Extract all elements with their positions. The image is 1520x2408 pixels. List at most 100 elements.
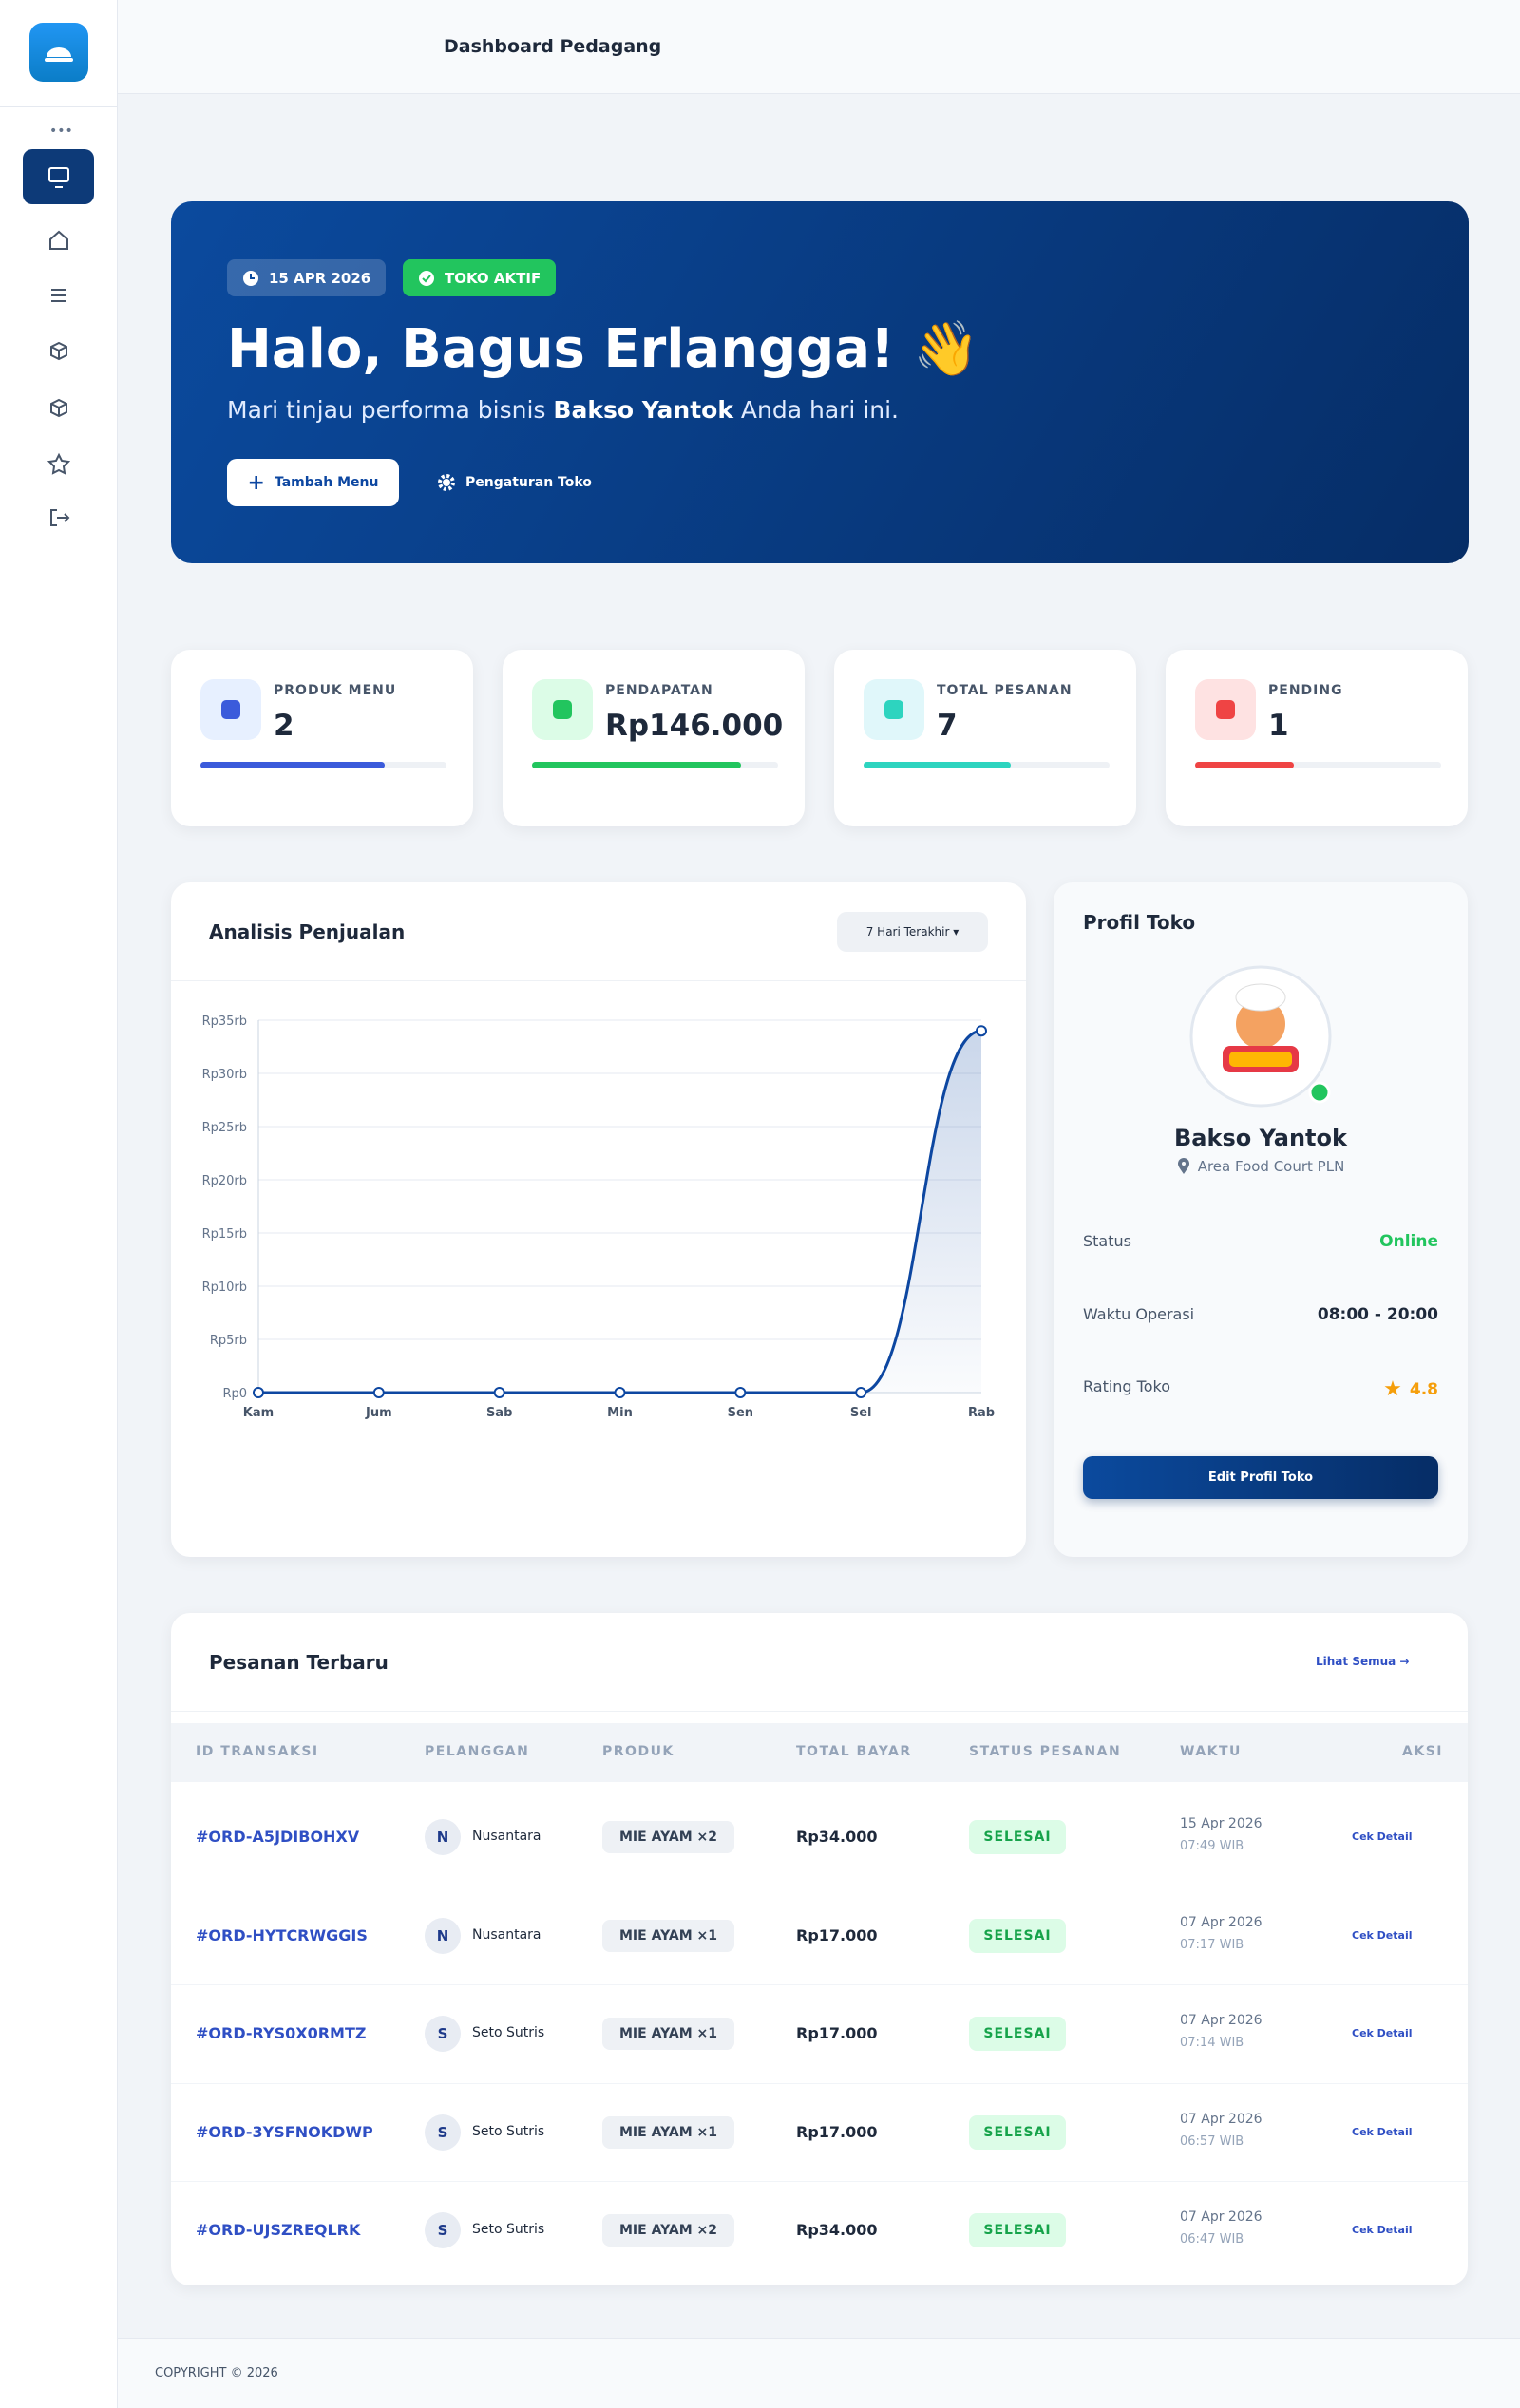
stat-label: PRODUK MENU: [274, 683, 397, 698]
stat-value: 1: [1268, 709, 1289, 743]
status-badge: SELESAI: [969, 2017, 1066, 2051]
location-text: Area Food Court PLN: [1197, 1158, 1345, 1175]
stat-label: PENDING: [1268, 683, 1343, 698]
line: [258, 1029, 982, 1394]
check-icon: [419, 270, 434, 286]
y-tick-label: Rp5rb: [210, 1334, 247, 1348]
stat-value: 7: [937, 709, 958, 743]
icon-glyph: [553, 700, 572, 719]
footer: COPYRIGHT © 2026: [118, 2338, 1520, 2408]
customer: Seto Sutris: [472, 2025, 545, 2040]
button-label: Edit Profil Toko: [1207, 1470, 1314, 1485]
product: MIE AYAM ×1: [602, 2115, 734, 2149]
star-icon: ★: [1383, 1377, 1402, 1401]
detail-link[interactable]: Cek Detail: [1352, 1928, 1413, 1942]
product: MIE AYAM ×1: [602, 1919, 734, 1952]
x-tick-label: Sen: [728, 1406, 753, 1420]
product: MIE AYAM ×1: [602, 2018, 734, 2050]
point: [253, 1387, 264, 1398]
nav-icon: [48, 167, 69, 188]
date: 15 Apr 2026: [1180, 1816, 1263, 1831]
order-id: #ORD-3YSFNOKDWP: [196, 2122, 373, 2141]
detail-link[interactable]: Cek Detail: [1352, 2224, 1413, 2236]
order-id: #ORD-RYS0X0RMTZ: [196, 2024, 367, 2042]
customer: Seto Sutris: [472, 2123, 545, 2139]
stat-card: PRODUK MENU 2: [171, 650, 473, 826]
date: 07 Apr 2026: [1180, 2013, 1263, 2028]
detail-link[interactable]: Cek Detail: [1352, 1830, 1413, 1843]
customer: Nusantara: [472, 1926, 542, 1943]
store-name: Bakso Yantok: [1174, 1125, 1347, 1151]
time: 06:57 WIB: [1180, 2133, 1244, 2149]
edit-profile-button[interactable]: Edit Profil Toko: [1083, 1456, 1438, 1499]
avatar: N: [425, 1917, 461, 1954]
avatar: S: [425, 2016, 461, 2052]
progress-track: [864, 762, 1110, 768]
column-header: STATUS PESANAN: [969, 1744, 1122, 1759]
logo[interactable]: [29, 23, 88, 82]
product: MIE AYAM ×2: [602, 2214, 734, 2247]
stat-card: TOTAL PESANAN 7: [834, 650, 1136, 826]
x-tick-label: Rab: [968, 1406, 995, 1420]
date: 15 APR 2026: [269, 269, 371, 287]
row-label: Waktu Operasi: [1083, 1305, 1195, 1323]
point: [614, 1387, 626, 1398]
total: Rp17.000: [796, 1925, 878, 1944]
progress-bar: [1195, 762, 1294, 768]
column-header: TOTAL BAYAR: [796, 1744, 912, 1759]
chart-title: Analisis Penjualan: [209, 920, 406, 943]
point: [734, 1387, 747, 1398]
status-badge: SELESAI: [969, 2114, 1066, 2150]
logo-icon: [45, 47, 73, 62]
settings-button[interactable]: Pengaturan Toko: [437, 459, 592, 506]
progress-bar: [200, 762, 386, 768]
subtitle: Mari tinjau performa bisnis Bakso Yantok…: [227, 396, 899, 424]
stat-icon: [864, 679, 924, 740]
nav-active[interactable]: [23, 149, 94, 204]
nav-icons[interactable]: [38, 215, 80, 538]
add-menu-button[interactable]: + Tambah Menu: [227, 459, 399, 506]
time: 07:17 WIB: [1180, 1937, 1244, 1952]
location: Area Food Court PLN: [1054, 1158, 1468, 1175]
icon-glyph: [221, 700, 240, 719]
y-tick-label: Rp20rb: [202, 1174, 247, 1188]
y-tick-label: Rp10rb: [202, 1280, 247, 1295]
point: [976, 1025, 987, 1037]
order-id: #ORD-A5JDIBOHXV: [196, 1828, 360, 1846]
avatar: S: [425, 2114, 461, 2151]
range-label: 7 Hari Terakhir: [865, 925, 950, 939]
x-tick-label: Jum: [365, 1406, 392, 1420]
chart: Rp0 Rp5rb Rp10rb Rp15rb Rp20rb Rp25rb Rp30rb Rp…: [202, 1014, 995, 1420]
chart-card: Analisis Penjualan 7 Hari Terakhir ▾ Rp0…: [171, 882, 1026, 1557]
orders-title: Pesanan Terbaru: [209, 1651, 389, 1674]
store-name: Bakso Yantok: [553, 396, 733, 424]
row-divider: [171, 2082, 1468, 2084]
total: Rp34.000: [796, 2221, 878, 2239]
range-button[interactable]: 7 Hari Terakhir ▾: [837, 912, 988, 952]
y-tick-label: Rp30rb: [202, 1068, 247, 1082]
avatar: N: [425, 1819, 461, 1855]
hero: 15 APR 2026 TOKO AKTIF Halo, Bagus Erlan…: [171, 201, 1469, 563]
plus-icon: +: [247, 470, 265, 495]
divider: [0, 106, 118, 107]
detail-link[interactable]: Cek Detail: [1352, 2125, 1413, 2138]
time: 07:14 WIB: [1180, 2036, 1244, 2050]
status-badge: SELESAI: [969, 1820, 1066, 1854]
see-all-link[interactable]: Lihat Semua →: [1316, 1655, 1410, 1668]
divider: [171, 980, 1026, 981]
row-value-text: 4.8: [1409, 1379, 1438, 1399]
column-header: ID TRANSAKSI: [196, 1744, 319, 1759]
more-dots: •••: [49, 123, 73, 139]
row-value-text: Online: [1379, 1232, 1438, 1251]
y-tick-label: Rp0: [222, 1387, 247, 1401]
subtitle-text: Anda hari ini.: [740, 396, 900, 424]
status-badge: SELESAI: [969, 2213, 1066, 2247]
detail-link[interactable]: Cek Detail: [1352, 2027, 1413, 2039]
date: 07 Apr 2026: [1180, 2111, 1263, 2127]
total: Rp17.000: [796, 2122, 878, 2141]
y-tick-label: Rp35rb: [202, 1014, 247, 1029]
product: MIE AYAM ×2: [602, 1821, 734, 1853]
subtitle-text: Mari tinjau performa bisnis: [227, 396, 546, 424]
row-value: ★ 4.8: [1383, 1377, 1438, 1401]
